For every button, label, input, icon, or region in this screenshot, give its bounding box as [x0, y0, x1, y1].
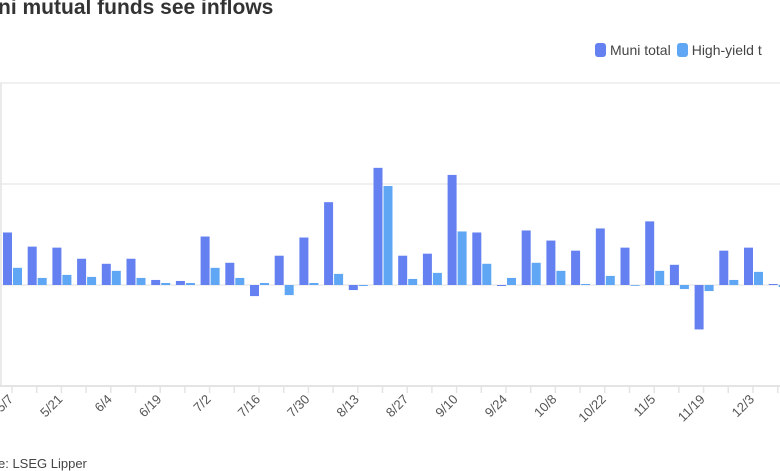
legend-item-high-yield[interactable]: High-yield t [676, 42, 762, 58]
bar-high-yield [260, 282, 269, 285]
bar-high-yield [704, 285, 714, 292]
bar-high-yield [432, 272, 442, 285]
bar-muni-total [324, 202, 334, 285]
bar-muni-total [571, 250, 581, 285]
x-tick-label: 10/8 [531, 392, 560, 421]
bar-muni-total [126, 258, 136, 285]
legend-label-high-yield: High-yield t [691, 42, 762, 58]
bar-high-yield [284, 285, 294, 296]
x-tick-label: 7/30 [284, 392, 313, 421]
bar-high-yield [507, 277, 516, 285]
bar-muni-total [521, 230, 531, 285]
bar-high-yield [482, 263, 492, 285]
x-tick-label: 11/19 [675, 392, 708, 425]
bar-muni-total [373, 167, 383, 285]
bar-high-yield [679, 285, 689, 290]
legend: Muni total High-yield t [595, 42, 768, 58]
x-tick-label: 12/3 [729, 392, 758, 421]
bar-muni-total [546, 240, 556, 285]
x-tick-label: 8/27 [383, 392, 412, 421]
x-tick-label: 10/22 [575, 392, 609, 426]
source-note: e: LSEG Lipper [0, 456, 87, 471]
bar-high-yield [754, 271, 763, 285]
bar-muni-total [101, 263, 111, 285]
bar-high-yield [235, 277, 245, 285]
bar-muni-total [200, 236, 210, 285]
bar-high-yield [210, 267, 220, 285]
bar-high-yield [87, 276, 97, 285]
bar-muni-total [719, 250, 729, 285]
bar-chart: 5/7 5/21 6/4 6/19 7/2 7/16 7/30 8/13 8/27 9/10 9/2… [0, 82, 780, 426]
x-tick-label: 7/2 [190, 392, 213, 415]
bar-high-yield [457, 231, 467, 285]
bar-high-yield [408, 278, 418, 285]
bar-muni-total [620, 247, 630, 285]
legend-swatch-high-yield [676, 43, 688, 57]
bar-muni-total [694, 285, 704, 330]
x-tick-label: 5/21 [37, 392, 66, 421]
x-tick-label: 5/7 [0, 392, 16, 415]
bar-muni-total [472, 232, 482, 285]
bar-muni-total [595, 228, 605, 285]
bar-muni-total [768, 283, 778, 285]
bar-muni-total [175, 280, 185, 285]
bar-muni-total [3, 232, 12, 285]
x-tick-label: 8/13 [333, 392, 362, 421]
bar-high-yield [136, 277, 146, 285]
bar-high-yield [531, 262, 541, 285]
chart-title: ni mutual funds see inflows [0, 0, 274, 19]
legend-swatch-muni [595, 43, 606, 57]
bar-muni-total [274, 255, 284, 285]
bar-high-yield [655, 270, 665, 285]
bar-muni-total [77, 258, 87, 285]
bar-high-yield [556, 270, 566, 285]
x-tick-label: 6/4 [92, 392, 115, 415]
bar-muni-total [151, 279, 161, 285]
legend-label-muni: Muni total [610, 42, 671, 58]
bar-high-yield [161, 282, 171, 285]
bar-muni-total [52, 247, 62, 285]
bar-muni-total [250, 285, 259, 297]
bar-high-yield [581, 283, 591, 285]
bar-muni-total [497, 285, 506, 287]
bar-muni-total [422, 253, 432, 285]
bar-high-yield [630, 285, 640, 286]
x-tick-label: 7/16 [235, 392, 264, 421]
bar-high-yield [778, 285, 780, 288]
bar-muni-total [645, 221, 655, 285]
bar-muni-total [348, 285, 358, 291]
bar-high-yield [13, 267, 22, 285]
legend-item-muni[interactable]: Muni total [595, 42, 671, 58]
x-tick-label: 9/10 [432, 392, 461, 421]
bar-high-yield [37, 277, 47, 285]
bar-high-yield [605, 275, 615, 285]
x-tick-label: 11/5 [631, 392, 659, 420]
bar-high-yield [383, 186, 393, 285]
bar-muni-total [744, 247, 753, 285]
x-tick-label: 6/19 [136, 392, 165, 421]
bar-high-yield [309, 282, 319, 285]
bar-muni-total [27, 246, 37, 285]
bar-muni-total [299, 237, 309, 285]
bar-muni-total [669, 264, 679, 285]
bar-muni-total [447, 174, 457, 285]
bar-high-yield [185, 282, 195, 285]
bar-muni-total [398, 255, 408, 285]
bar-high-yield [62, 274, 72, 285]
x-tick-label: 9/24 [482, 392, 511, 421]
bar-high-yield [358, 285, 368, 287]
bar-muni-total [225, 262, 235, 285]
bar-high-yield [729, 279, 739, 285]
bar-high-yield [334, 273, 344, 285]
bar-high-yield [111, 270, 121, 285]
